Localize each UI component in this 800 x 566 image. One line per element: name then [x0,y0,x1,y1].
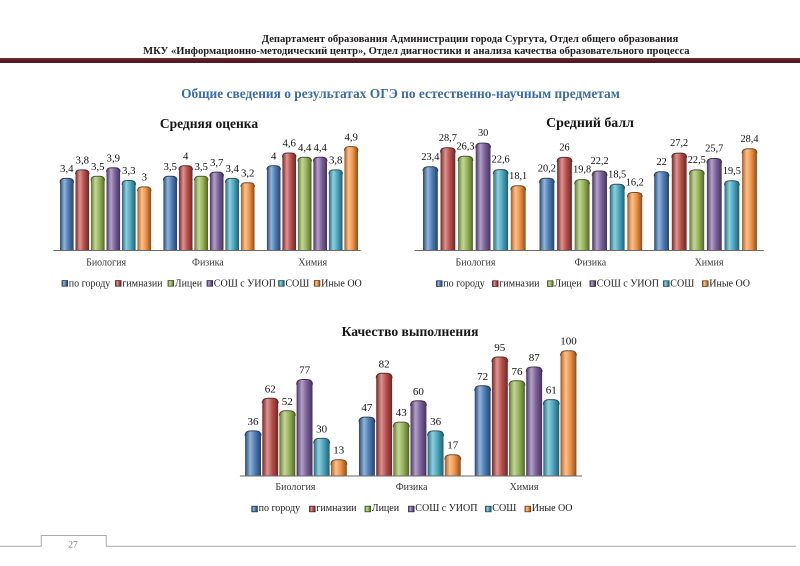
svg-text:77: 77 [299,365,311,377]
svg-text:22,2: 22,2 [591,156,609,167]
svg-text:18,5: 18,5 [608,169,626,180]
svg-text:28,4: 28,4 [740,134,758,145]
svg-text:47: 47 [361,402,373,414]
svg-text:СОШ: СОШ [285,278,309,289]
svg-text:36: 36 [248,416,260,428]
svg-text:3,8: 3,8 [76,155,90,167]
svg-text:30: 30 [478,128,488,139]
svg-text:3,7: 3,7 [210,157,224,169]
svg-text:СОШ с УИОП: СОШ с УИОП [214,278,276,289]
svg-text:Физика: Физика [575,258,607,269]
svg-text:Биология: Биология [275,482,315,493]
svg-text:Биология: Биология [86,257,126,268]
svg-text:95: 95 [494,342,506,354]
svg-text:16,2: 16,2 [626,178,644,189]
svg-text:3,5: 3,5 [163,161,177,173]
svg-text:гимназии: гимназии [316,503,357,514]
svg-text:4: 4 [271,150,277,162]
svg-text:27: 27 [68,541,78,551]
svg-text:26,3: 26,3 [456,141,474,152]
svg-text:Химия: Химия [510,482,539,493]
svg-text:Лицеи: Лицеи [554,279,582,290]
svg-text:17: 17 [447,440,459,452]
svg-text:Лицеи: Лицеи [175,278,203,289]
svg-text:гимназии: гимназии [122,278,163,289]
svg-text:72: 72 [477,371,488,383]
svg-text:76: 76 [512,366,524,378]
svg-text:19,5: 19,5 [723,166,741,177]
svg-text:СОШ: СОШ [492,503,516,514]
svg-text:Физика: Физика [396,482,428,493]
svg-text:3,5: 3,5 [194,161,208,173]
svg-text:по городу: по городу [69,278,111,289]
svg-text:87: 87 [529,352,541,364]
svg-text:Иные ОО: Иные ОО [709,279,750,290]
svg-text:4,6: 4,6 [282,138,296,150]
svg-text:3,4: 3,4 [60,163,74,175]
svg-text:4,4: 4,4 [313,142,327,154]
svg-text:30: 30 [316,423,328,435]
svg-text:по городу: по городу [443,279,485,290]
svg-text:61: 61 [546,385,557,397]
svg-text:3,2: 3,2 [241,167,255,179]
svg-text:4,9: 4,9 [344,131,358,143]
svg-text:СОШ: СОШ [670,279,694,290]
svg-text:22: 22 [656,157,666,168]
svg-text:52: 52 [282,396,293,408]
svg-text:27,2: 27,2 [670,138,688,149]
svg-text:Химия: Химия [695,258,724,269]
svg-text:Иные ОО: Иные ОО [321,278,362,289]
svg-text:4,4: 4,4 [298,142,312,154]
svg-text:100: 100 [560,336,577,348]
svg-text:3,3: 3,3 [122,165,136,177]
svg-text:19,8: 19,8 [573,165,591,176]
svg-text:3,8: 3,8 [329,155,343,167]
svg-text:43: 43 [396,407,408,419]
svg-text:36: 36 [430,416,442,428]
svg-text:26: 26 [559,143,569,154]
svg-text:по городу: по городу [259,503,301,514]
svg-text:62: 62 [265,383,276,395]
svg-text:3,9: 3,9 [107,153,121,165]
svg-text:13: 13 [333,445,345,457]
svg-text:25,7: 25,7 [705,144,723,155]
svg-text:Биология: Биология [455,258,495,269]
svg-text:Химия: Химия [298,257,327,268]
svg-text:28,7: 28,7 [439,133,457,144]
svg-text:4: 4 [183,150,189,162]
svg-text:СОШ с УИОП: СОШ с УИОП [415,503,477,514]
svg-text:СОШ с УИОП: СОШ с УИОП [597,279,659,290]
svg-text:Лицеи: Лицеи [372,503,400,514]
svg-text:18,1: 18,1 [509,171,527,182]
svg-text:60: 60 [413,386,425,398]
svg-text:3: 3 [142,172,147,184]
svg-text:23,4: 23,4 [421,152,439,163]
svg-text:Иные ОО: Иные ОО [532,503,573,514]
svg-text:3,5: 3,5 [91,161,105,173]
svg-text:22,6: 22,6 [492,155,510,166]
svg-text:20,2: 20,2 [538,163,556,174]
svg-text:22,5: 22,5 [688,155,706,166]
svg-text:82: 82 [379,358,390,370]
svg-text:гимназии: гимназии [499,279,540,290]
svg-text:Физика: Физика [192,257,224,268]
svg-text:3,4: 3,4 [225,163,239,175]
